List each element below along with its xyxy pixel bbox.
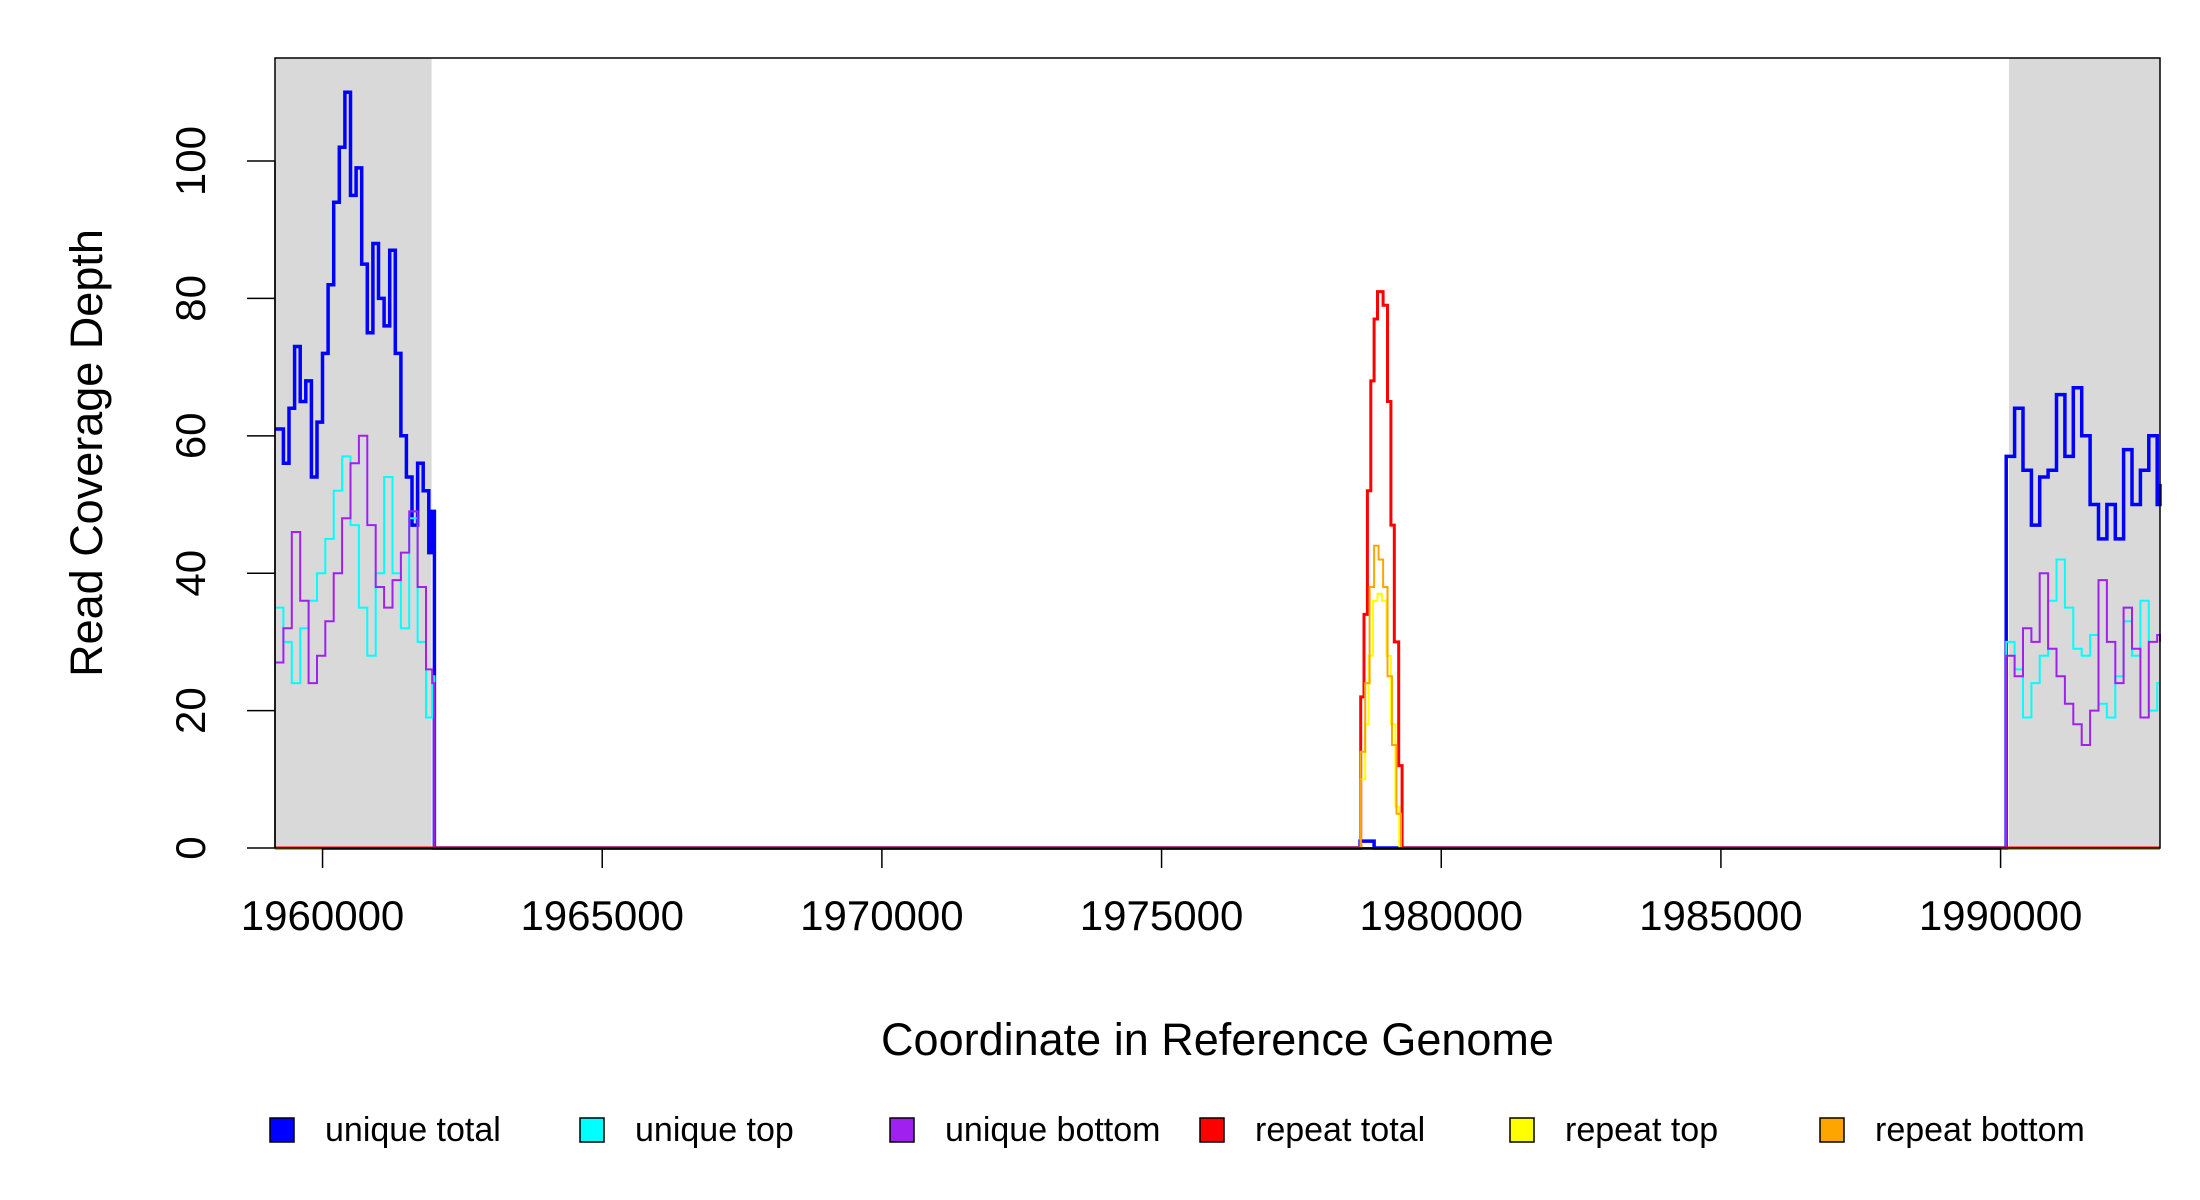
legend-label-repeat-bottom: repeat bottom: [1875, 1111, 2085, 1149]
legend-label-repeat-top: repeat top: [1565, 1111, 1718, 1149]
series-line-unique-total: [275, 90, 2162, 850]
y-tick-label: 40: [167, 550, 214, 597]
x-tick-label: 1975000: [1080, 892, 1244, 939]
x-tick-label: 1960000: [241, 892, 405, 939]
series-line-repeat-top: [275, 592, 2160, 849]
x-tick-label: 1965000: [520, 892, 684, 939]
legend-label-unique-total: unique total: [325, 1111, 501, 1149]
plot-frame: [274, 57, 2161, 849]
legend-swatch-repeat-top: [1509, 1117, 1535, 1143]
series-line-unique-bottom: [275, 434, 2161, 849]
legend-label-repeat-total: repeat total: [1255, 1111, 1425, 1149]
y-tick-label: 100: [167, 126, 214, 196]
series-line-unique-top: [275, 455, 2160, 849]
x-tick-label: 1985000: [1639, 892, 1803, 939]
legend-swatch-repeat-bottom: [1819, 1117, 1845, 1143]
series-line-repeat-total: [275, 290, 2160, 850]
y-tick-label: 0: [167, 836, 214, 859]
y-tick-label: 80: [167, 275, 214, 322]
x-axis-title: Coordinate in Reference Genome: [881, 1014, 1554, 1065]
y-tick-label: 60: [167, 412, 214, 459]
x-tick-label: 1990000: [1919, 892, 2083, 939]
legend-label-unique-top: unique top: [635, 1111, 794, 1149]
y-axis-title: Read Coverage Depth: [61, 229, 112, 677]
legend-swatch-repeat-total: [1199, 1117, 1225, 1143]
legend-label-unique-bottom: unique bottom: [945, 1111, 1161, 1149]
shaded-regions: [275, 58, 2160, 848]
legend-swatch-unique-top: [579, 1117, 605, 1143]
legend: unique total unique top unique bottom repea…: [269, 1111, 2085, 1149]
series-line-repeat-bottom: [275, 544, 2160, 849]
y-axis: 0 20 40 60 80 100: [167, 126, 276, 860]
shaded-region-2: [2008, 58, 2160, 848]
x-axis: 1960000 1965000 1970000 1975000 1980000 19850…: [241, 848, 2083, 939]
legend-swatch-unique-total: [269, 1117, 295, 1143]
series-lines: [275, 90, 2162, 850]
x-tick-label: 1980000: [1359, 892, 1523, 939]
x-tick-label: 1970000: [800, 892, 964, 939]
y-tick-label: 20: [167, 687, 214, 734]
legend-swatch-unique-bottom: [889, 1117, 915, 1143]
